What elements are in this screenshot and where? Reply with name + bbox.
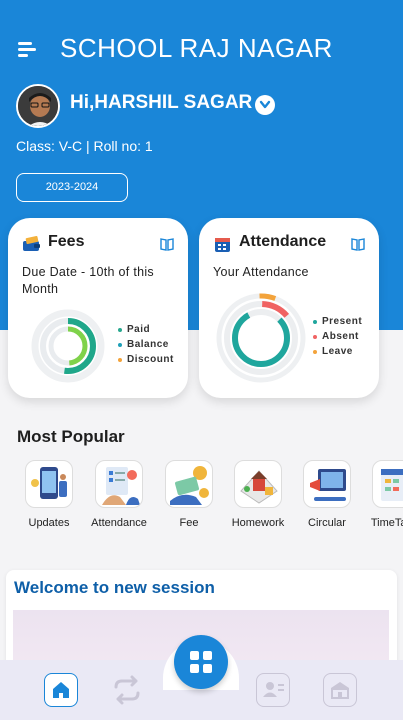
greeting-text: Hi,HARSHIL SAGAR [70,92,253,113]
popular-label: Updates [28,517,70,529]
home-icon[interactable] [44,673,78,707]
fees-ring-chart [31,309,105,383]
avatar[interactable] [16,84,60,128]
school-icon[interactable] [323,673,357,707]
timetable-icon [372,460,403,508]
calendar-icon [213,235,233,253]
wallet-icon [22,235,42,253]
session-year-button[interactable]: 2023-2024 [16,173,128,202]
profile-icon[interactable] [256,673,290,707]
updates-icon [25,460,73,508]
popular-label: TimeTable [370,517,403,529]
fees-due-date: Due Date - 10th of this Month [22,265,154,296]
popular-label: Attendance [91,517,147,529]
legend-present: Present [313,314,362,329]
menu-icon[interactable] [18,40,38,60]
fees-card[interactable]: Fees Due Date - 10th of this Month Paid … [8,218,188,398]
attendance-icon [95,460,143,508]
switch-icon[interactable] [110,673,144,707]
popular-item-updates[interactable]: Updates [19,460,79,529]
book-icon[interactable] [160,236,174,251]
most-popular-title: Most Popular [17,427,125,446]
popular-item-circular[interactable]: Circular [297,460,357,529]
popular-label: Fee [179,517,199,529]
attendance-ring-chart [216,293,306,383]
legend-leave: Leave [313,344,362,359]
fee-icon [165,460,213,508]
popular-item-homework[interactable]: Homework [228,460,288,529]
class-roll-info: Class: V-C | Roll no: 1 [16,138,153,154]
legend-paid: Paid [118,322,174,337]
book-icon[interactable] [351,236,365,251]
app-title: SCHOOL RAJ NAGAR [60,33,333,63]
circular-icon [303,460,351,508]
popular-label: Homework [231,517,285,529]
legend-absent: Absent [313,329,362,344]
fees-title: Fees [48,233,85,250]
popular-item-fee[interactable]: Fee [159,460,219,529]
legend-discount: Discount [118,352,174,367]
fees-legend: Paid Balance Discount [118,322,174,367]
attendance-card[interactable]: Attendance Your Attendance Present Absen… [199,218,379,398]
chevron-down-icon[interactable] [255,95,275,115]
popular-item-timetable[interactable]: TimeTable [366,460,403,529]
popular-label: Circular [308,517,346,529]
legend-balance: Balance [118,337,174,352]
attendance-legend: Present Absent Leave [313,314,362,359]
welcome-title: Welcome to new session [14,578,215,597]
attendance-subtitle: Your Attendance [213,265,309,279]
homework-icon [234,460,282,508]
grid-icon[interactable] [174,635,228,689]
popular-item-attendance[interactable]: Attendance [89,460,149,529]
attendance-title: Attendance [239,233,327,250]
